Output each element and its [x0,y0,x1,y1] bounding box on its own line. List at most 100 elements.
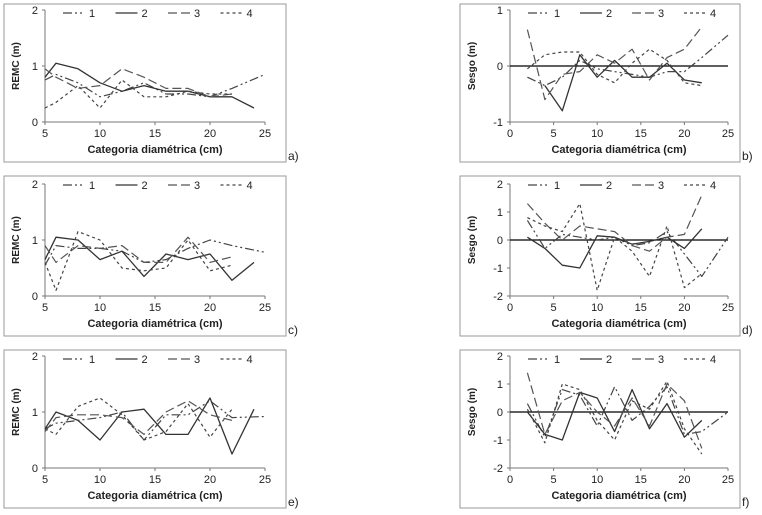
x-tick-label: 15 [149,302,161,314]
legend: 1 2 3 4 [528,8,716,20]
x-tick-label: 25 [722,474,734,486]
legend-label-2: 2 [142,8,148,20]
series-line-3 [44,236,233,263]
x-axis-title: Categoria diamétrica (cm) [87,144,222,156]
x-tick-label: 10 [94,302,106,314]
x-tick-label: 0 [507,128,513,140]
legend-label-3: 3 [658,180,664,192]
legend: 1 2 3 4 [63,354,253,366]
legend-label-4: 4 [710,180,716,192]
x-tick-label: 20 [678,474,690,486]
y-tick-label: -2 [493,463,503,475]
legend-label-4: 4 [247,8,253,20]
legend-label-2: 2 [606,180,612,192]
x-tick-label: 0 [507,302,513,314]
legend: 1 2 3 4 [528,180,716,192]
series-line-3 [526,372,703,449]
series-line-1 [44,73,266,98]
series-line-4 [44,79,232,109]
y-tick-label: 1 [497,379,503,391]
x-tick-label: 10 [94,128,106,140]
x-tick-label: 15 [635,128,647,140]
y-axis-title: REMC (m) [11,388,22,436]
y-tick-label: -1 [493,435,503,447]
legend-label-4: 4 [710,354,716,366]
legend: 1 2 3 4 [63,8,253,20]
x-tick-label: 20 [678,128,690,140]
x-tick-label: 5 [42,302,48,314]
y-tick-label: 2 [32,179,38,191]
legend-label-3: 3 [658,8,664,20]
series-line-2 [44,62,255,109]
x-axis-title: Categoria diamétrica (cm) [551,144,686,156]
legend-label-2: 2 [606,8,612,20]
series-line-1 [526,220,729,277]
panel-label: b) [742,149,753,163]
legend: 1 2 3 4 [63,180,253,192]
x-tick-label: 20 [204,474,216,486]
legend-label-1: 1 [89,354,95,366]
y-tick-label: 0 [32,291,38,303]
x-tick-label: 15 [635,474,647,486]
x-tick-label: 15 [149,128,161,140]
y-tick-label: 0 [32,463,38,475]
legend-label-4: 4 [710,8,716,20]
legend-label-2: 2 [142,180,148,192]
y-tick-label: -2 [493,291,503,303]
legend-label-2: 2 [142,354,148,366]
legend-label-1: 1 [554,354,560,366]
y-tick-label: 0 [497,235,503,247]
x-tick-label: 10 [94,474,106,486]
legend-label-3: 3 [194,8,200,20]
y-tick-label: -1 [493,117,503,129]
legend-label-4: 4 [247,354,253,366]
legend-label-1: 1 [89,8,95,20]
y-axis-title: Sesgo (m) [467,388,478,436]
panel-label: f) [742,495,749,509]
legend-label-3: 3 [194,354,200,366]
panel-label: a) [288,149,299,163]
legend-label-3: 3 [658,354,664,366]
x-tick-label: 20 [204,128,216,140]
x-tick-label: 5 [551,302,557,314]
y-axis-title: REMC (m) [11,216,22,264]
panel-frame [3,175,287,337]
y-tick-label: 2 [32,5,38,17]
y-tick-label: 0 [497,61,503,73]
panel-frame [459,3,741,163]
panel-label: e) [288,495,299,509]
legend-label-2: 2 [606,354,612,366]
panel-frame [459,175,741,337]
y-tick-label: 1 [497,5,503,17]
x-tick-label: 0 [507,474,513,486]
x-tick-label: 25 [259,302,271,314]
series-line-4 [527,203,703,291]
series-line-1 [527,34,729,87]
x-axis-title: Categoria diamétrica (cm) [551,318,686,330]
y-tick-label: 1 [32,235,38,247]
y-tick-label: 2 [497,351,503,363]
y-tick-label: -1 [493,263,503,275]
y-tick-label: 0 [32,117,38,129]
series-line-1 [44,239,266,266]
legend-label-1: 1 [554,8,560,20]
x-axis-title: Categoria diamétrica (cm) [87,318,222,330]
y-tick-label: 1 [497,207,503,219]
series-line-3 [44,68,233,98]
legend-label-1: 1 [554,180,560,192]
series-line-4 [527,48,702,87]
x-tick-label: 25 [722,128,734,140]
x-tick-label: 10 [591,128,603,140]
x-tick-label: 10 [591,474,603,486]
x-tick-label: 15 [635,302,647,314]
legend-label-1: 1 [89,180,95,192]
x-axis-title: Categoria diamétrica (cm) [551,490,686,502]
series-line-3 [44,400,233,435]
panel-frame [459,349,741,509]
